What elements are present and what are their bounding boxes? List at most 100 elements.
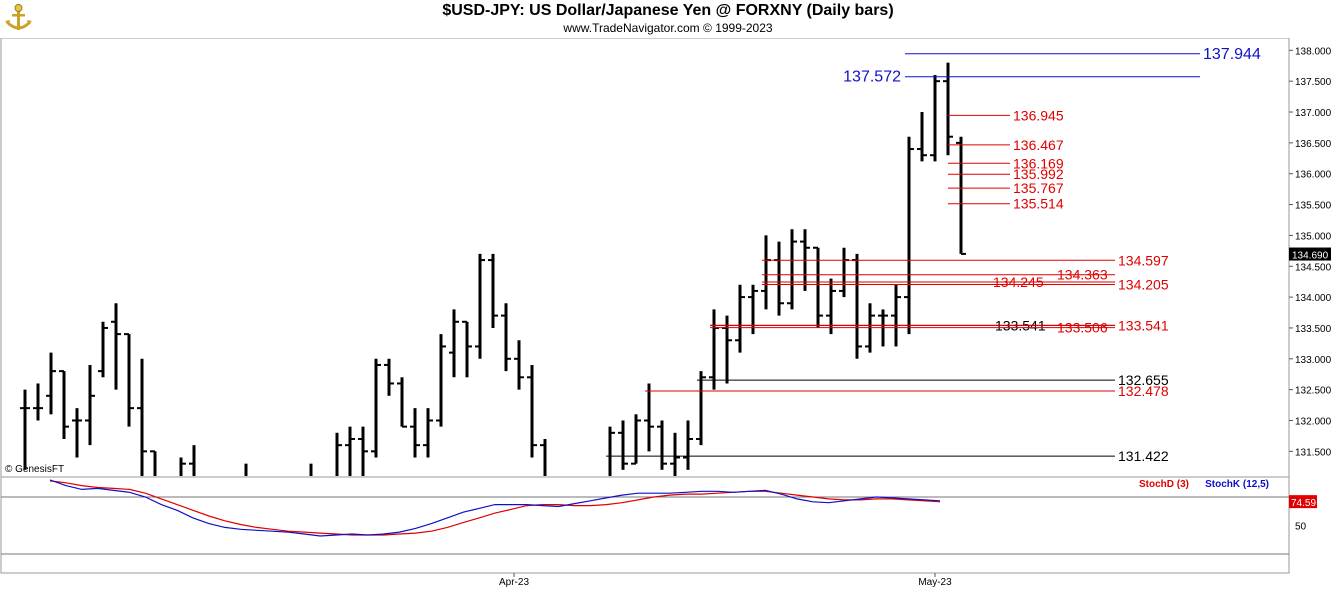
y-tick-label: 133.500	[1295, 324, 1332, 335]
ohlc-bar	[631, 414, 641, 465]
price-level: 134.245	[762, 274, 1115, 290]
price-level: 133.541	[710, 317, 1169, 333]
credit-label: © GenesisFT	[5, 464, 64, 475]
price-axis: 138.000 137.500 137.000 136.500 136.000 135.5…	[5, 46, 1332, 475]
price-level: 132.478	[645, 383, 1169, 399]
ohlc-bar	[179, 457, 186, 476]
price-level-label: 135.514	[1013, 196, 1064, 212]
y-tick-label: 138.000	[1295, 46, 1332, 57]
ohlc-bar	[943, 62, 953, 156]
x-tick-label: Apr-23	[499, 577, 529, 588]
price-level-label: 132.478	[1118, 383, 1169, 399]
ohlc-bar	[423, 408, 433, 458]
price-levels: 137.944 137.572 136.945 136.467 136.169135.9…	[606, 46, 1261, 464]
ohlc-bar	[683, 420, 693, 470]
time-axis: Apr-23 May-23	[499, 573, 952, 588]
ohlc-bar	[345, 426, 355, 476]
ohlc-bar	[20, 389, 30, 470]
stochd-line	[49, 480, 941, 536]
ohlc-bar	[85, 364, 95, 446]
stoch-y-tick-label: 50	[1295, 522, 1307, 533]
price-level: 136.169	[948, 155, 1064, 171]
legend-stochd: StochD (3)	[1139, 479, 1189, 490]
last-price-label: 134.690	[1292, 251, 1329, 262]
price-level-label: 136.169	[1013, 155, 1064, 171]
price-level: 135.767	[948, 180, 1064, 196]
y-tick-label: 137.500	[1295, 77, 1332, 88]
ohlc-bar	[501, 303, 511, 372]
price-level-label: 134.363	[1057, 267, 1108, 283]
chart-header: $USD-JPY: US Dollar/Japanese Yen @ FORXN…	[0, 0, 1336, 38]
price-level: 135.514	[948, 196, 1064, 212]
price-level-label: 131.422	[1118, 448, 1169, 464]
ohlc-bar	[657, 420, 667, 470]
price-level-label: 133.506	[1057, 320, 1108, 336]
ohlc-bar	[46, 352, 56, 415]
ohlc-bar	[475, 253, 485, 359]
stoch-last-value-label: 74.59	[1291, 498, 1316, 509]
ohlc-bar	[904, 136, 914, 335]
price-level-label: 137.572	[843, 69, 901, 86]
y-tick-label: 135.500	[1295, 201, 1332, 212]
price-level: 135.992	[948, 166, 1064, 182]
ohlc-bar	[124, 333, 134, 427]
ohlc-bar	[137, 358, 147, 476]
ohlc-bar	[670, 432, 680, 476]
ohlc-bar	[852, 253, 862, 359]
ohlc-bar	[540, 438, 547, 476]
ohlc-bar	[839, 247, 849, 298]
price-level: 133.506	[710, 320, 1115, 336]
stoch-last-value-box	[1289, 495, 1317, 509]
price-level-label: 133.541	[1118, 317, 1169, 333]
ohlc-bar	[410, 408, 420, 458]
legend-stochk: StochK (12,5)	[1205, 479, 1269, 490]
ohlc-bar	[930, 75, 940, 162]
price-level: 132.655	[697, 372, 1169, 388]
chart-subtitle: www.TradeNavigator.com © 1999-2023	[563, 21, 773, 35]
price-level: 136.467	[948, 137, 1064, 153]
ohlc-bar	[826, 278, 836, 335]
ohlc-bar	[462, 320, 472, 378]
price-level-label: 135.992	[1013, 166, 1064, 182]
ohlc-bar	[774, 241, 784, 316]
ohlc-bar	[735, 284, 745, 353]
ohlc-bar	[527, 364, 537, 458]
price-level-label: 137.944	[1203, 46, 1261, 63]
ohlc-bar	[335, 432, 342, 476]
y-tick-label: 132.000	[1295, 416, 1332, 427]
ohlc-bar	[608, 426, 615, 476]
price-level: 136.945	[948, 107, 1064, 123]
ohlc-bar	[618, 420, 628, 470]
stochk-line	[49, 479, 941, 537]
ohlc-bar	[787, 229, 797, 310]
ohlc-bar	[384, 358, 394, 396]
ohlc-bar	[150, 450, 157, 476]
ohlc-bar	[488, 253, 498, 328]
ohlc-bar	[189, 445, 196, 476]
ohlc-bar	[709, 309, 719, 390]
ohlc-bar	[397, 377, 407, 428]
chart-frame	[0, 37, 1290, 574]
ohlc-bar	[514, 340, 524, 390]
price-level: 137.572	[843, 69, 1200, 86]
price-level: 137.944	[905, 46, 1261, 63]
price-level-label: 134.597	[1118, 252, 1169, 268]
last-price-box	[1289, 247, 1331, 261]
ohlc-bar	[917, 112, 927, 162]
y-tick-label: 134.500	[1295, 262, 1332, 273]
ohlc-bar	[358, 426, 368, 476]
ohlc-bar	[98, 321, 108, 378]
ohlc-bar	[111, 303, 121, 390]
y-tick-label: 136.500	[1295, 139, 1332, 150]
ohlc-bar	[696, 371, 706, 446]
price-level-label: 134.245	[993, 274, 1044, 290]
y-tick-label: 131.500	[1295, 447, 1332, 458]
ohlc-bar	[33, 383, 43, 421]
x-tick-label: May-23	[918, 577, 952, 588]
ohlc-bar	[956, 136, 966, 255]
stochastic-panel: StochD (3) StochK (12,5) 50 74.59	[1, 479, 1317, 555]
y-tick-label: 135.000	[1295, 231, 1332, 242]
ohlc-bar	[813, 246, 823, 328]
y-tick-label: 134.000	[1295, 293, 1332, 304]
